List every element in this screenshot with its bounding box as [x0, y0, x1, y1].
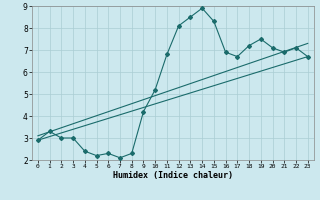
- X-axis label: Humidex (Indice chaleur): Humidex (Indice chaleur): [113, 171, 233, 180]
